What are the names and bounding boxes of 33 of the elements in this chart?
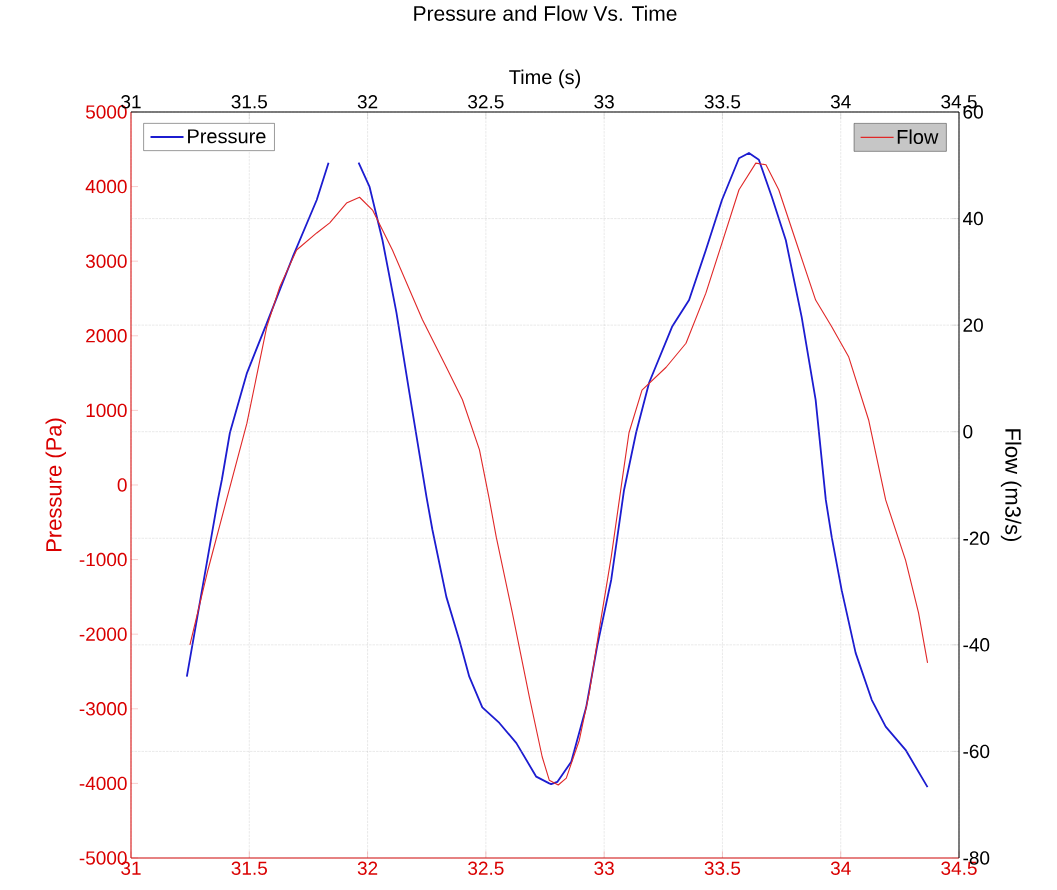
y-axis-title: Pressure (Pa): [45, 418, 67, 552]
x-tick-label: 32: [357, 95, 378, 109]
y2-tick-label: -60: [963, 744, 990, 759]
y2-tick-label: 20: [963, 318, 983, 332]
x-tick-label: 31.5: [231, 95, 267, 109]
y-tick-label: -2000: [79, 627, 127, 641]
y-tick-label: -1000: [79, 552, 127, 567]
x2-tick-label: 32: [357, 861, 378, 875]
y2-tick-label: 0: [963, 424, 973, 439]
y-tick-label: 4000: [85, 179, 127, 194]
x2-tick-label: 33.5: [704, 861, 741, 875]
chart-title: Pressure and Flow Vs. Time: [414, 5, 677, 21]
y-tick-label: 1000: [86, 403, 127, 418]
y2-tick-label: 40: [962, 211, 983, 226]
x-tick-label: 33: [594, 95, 614, 109]
y-tick-label: 3000: [85, 254, 127, 268]
y2-tick-label: -20: [963, 531, 990, 545]
x2-tick-label: 31.5: [231, 861, 267, 875]
x2-tick-label: 32.5: [468, 861, 504, 875]
y2-axis-title: Flow (m3/s): [1000, 429, 1022, 542]
y-tick-label: -4000: [79, 776, 127, 791]
y-tick-label: -3000: [79, 702, 127, 716]
x2-tick-label: 34: [830, 861, 851, 875]
x2-axis-title: Time (s): [509, 69, 581, 89]
x2-tick-label: 33: [594, 861, 614, 875]
legend-label: Flow: [897, 129, 939, 145]
y-tick-label: 2000: [86, 329, 127, 343]
x-tick-label: 32.5: [468, 95, 504, 109]
legend-label: Pressure: [188, 129, 266, 144]
x-tick-label: 34: [830, 95, 851, 109]
y2-tick-label: -40: [963, 638, 990, 652]
x-tick-label: 33.5: [704, 95, 741, 109]
y-tick-label: 0: [117, 478, 127, 492]
